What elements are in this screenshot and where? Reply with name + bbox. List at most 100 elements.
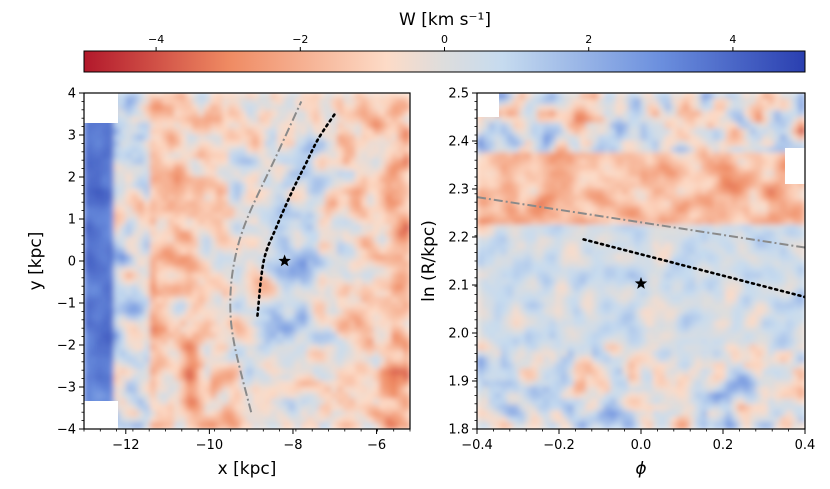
heatmap-cell [537, 260, 545, 268]
heatmap-cell [391, 332, 399, 340]
heatmap-cell [355, 254, 363, 262]
heatmap-cell [300, 422, 308, 429]
heatmap-cell [658, 140, 666, 148]
heatmap-cell [482, 152, 490, 160]
heatmap-cell [585, 116, 593, 124]
heatmap-cell [610, 128, 618, 136]
heatmap-cell [646, 170, 654, 178]
heatmap-cell [174, 284, 182, 292]
heatmap-cell [391, 182, 399, 190]
heatmap-cell [294, 164, 302, 172]
heatmap-cell [240, 236, 248, 244]
heatmap-cell [89, 386, 97, 394]
heatmap-cell [306, 188, 314, 196]
heatmap-cell [294, 380, 302, 388]
heatmap-cell [774, 272, 782, 280]
heatmap-cell [482, 176, 490, 184]
heatmap-cell [101, 182, 109, 190]
heatmap-cell [288, 326, 296, 334]
heatmap-cell [373, 158, 381, 166]
heatmap-cell [634, 93, 642, 100]
heatmap-cell [155, 290, 163, 298]
heatmap-cell [361, 164, 369, 172]
heatmap-cell [646, 224, 654, 232]
heatmap-cell [713, 278, 721, 286]
heatmap-cell [610, 272, 618, 280]
heatmap-cell [774, 98, 782, 106]
heatmap-cell [695, 98, 703, 106]
heatmap-cell [252, 350, 260, 358]
heatmap-cell [591, 98, 599, 106]
heatmap-cell [579, 194, 587, 202]
heatmap-cell [312, 284, 320, 292]
heatmap-cell [701, 218, 709, 226]
heatmap-cell [731, 278, 739, 286]
heatmap-cell [792, 284, 800, 292]
heatmap-cell [282, 134, 290, 142]
heatmap-cell [512, 296, 521, 304]
heatmap-cell [240, 416, 248, 424]
heatmap-cell [155, 260, 163, 268]
heatmap-cell [367, 344, 375, 352]
heatmap-cell [670, 260, 678, 268]
heatmap-cell [204, 218, 212, 226]
heatmap-cell [143, 152, 151, 160]
heatmap-cell [240, 260, 248, 268]
heatmap-cell [482, 194, 490, 202]
heatmap-cell [555, 122, 563, 130]
heatmap-cell [652, 236, 660, 244]
heatmap-cell [494, 236, 502, 244]
colorbar-tick-label: −2 [292, 33, 308, 46]
heatmap-cell [786, 93, 794, 100]
heatmap-cell [270, 398, 278, 406]
heatmap-cell [792, 278, 800, 286]
heatmap-cell [477, 164, 484, 172]
heatmap-cell [786, 206, 794, 214]
heatmap-cell [264, 116, 272, 124]
heatmap-cell [234, 158, 242, 166]
heatmap-cell [780, 266, 788, 274]
heatmap-cell [125, 308, 133, 316]
heatmap-cell [89, 206, 97, 214]
heatmap-cell [306, 272, 314, 280]
heatmap-cell [537, 188, 545, 196]
heatmap-cell [180, 230, 188, 238]
heatmap-cell [234, 230, 242, 238]
heatmap-cell [264, 374, 272, 382]
heatmap-cell [180, 398, 188, 406]
heatmap-cell [494, 248, 502, 256]
heatmap-cell [137, 224, 145, 232]
heatmap-cell [768, 242, 776, 250]
heatmap-cell [658, 272, 666, 280]
heatmap-cell [543, 212, 551, 220]
heatmap-cell [306, 308, 314, 316]
heatmap-cell [403, 326, 410, 334]
heatmap-cell [216, 356, 224, 364]
heatmap-cell [84, 212, 91, 220]
heatmap-cell [131, 314, 139, 322]
heatmap-cell [367, 152, 375, 160]
heatmap-cell [101, 128, 109, 136]
heatmap-cell [246, 212, 254, 220]
heatmap-cell [373, 350, 381, 358]
heatmap-cell [204, 386, 212, 394]
heatmap-cell [780, 93, 788, 100]
heatmap-cell [658, 200, 666, 208]
heatmap-cell [198, 236, 206, 244]
heatmap-cell [494, 242, 502, 250]
heatmap-cell [306, 368, 314, 376]
heatmap-cell [349, 392, 357, 400]
heatmap-cell [210, 278, 218, 286]
heatmap-cell [761, 128, 770, 136]
heatmap-cell [264, 308, 272, 316]
heatmap-cell [306, 248, 314, 256]
heatmap-cell [143, 422, 151, 429]
heatmap-cell [786, 218, 794, 226]
heatmap-cell [222, 278, 230, 286]
heatmap-cell [210, 350, 218, 358]
heatmap-cell [131, 104, 139, 112]
heatmap-cell [143, 320, 151, 328]
heatmap-cell [355, 290, 363, 298]
heatmap-cell [210, 122, 218, 130]
heatmap-cell [264, 146, 272, 154]
